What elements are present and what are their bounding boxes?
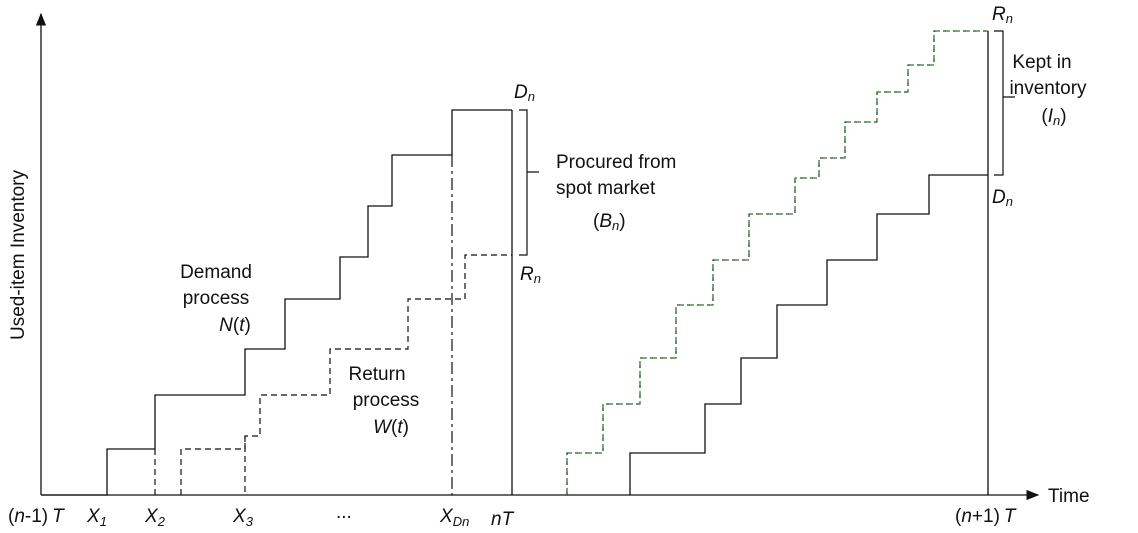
return-process-curve-right (566, 30, 988, 495)
y-axis-label: Used-item Inventory (8, 170, 29, 341)
procured-bracket (519, 109, 539, 256)
rn-left-label: Rn (520, 264, 541, 286)
demand-function-label: N(t) (219, 315, 251, 336)
procured-label-line1: Procured from (556, 152, 676, 173)
kept-label-line1: Kept in (1012, 52, 1071, 73)
demand-process-curve-right (629, 174, 988, 495)
tick-xdn: XDn (439, 506, 469, 529)
rn-right-label: Rn (992, 4, 1013, 26)
procured-label-line2: spot market (556, 178, 656, 199)
kept-label-line2: inventory (1009, 78, 1087, 99)
return-process-curve-right-overlay (566, 30, 988, 495)
return-label-line2: process (353, 390, 420, 411)
kept-variable-label: (In) (1041, 106, 1066, 128)
return-function-label: W(t) (373, 417, 409, 438)
procured-variable-label: (Bn) (593, 211, 626, 233)
x-axis-label: Time (1048, 486, 1090, 507)
demand-label-line2: process (183, 288, 250, 309)
kept-bracket (994, 30, 1015, 176)
dn-left-label: Dn (514, 82, 535, 104)
demand-label-line1: Demand (180, 262, 252, 283)
demand-process-curve (41, 109, 512, 496)
tick-nT: nT (491, 509, 515, 530)
tick-x1: X1 (86, 506, 107, 529)
dn-right-label: Dn (992, 187, 1013, 209)
tick-x2: X2 (144, 506, 166, 529)
tick-end: (n+1) T (955, 506, 1017, 527)
tick-origin: (n-1) T (8, 506, 65, 527)
return-label-line1: Return (348, 364, 405, 385)
tick-x3: X3 (232, 506, 254, 529)
tick-ellipsis: ... (336, 502, 352, 523)
